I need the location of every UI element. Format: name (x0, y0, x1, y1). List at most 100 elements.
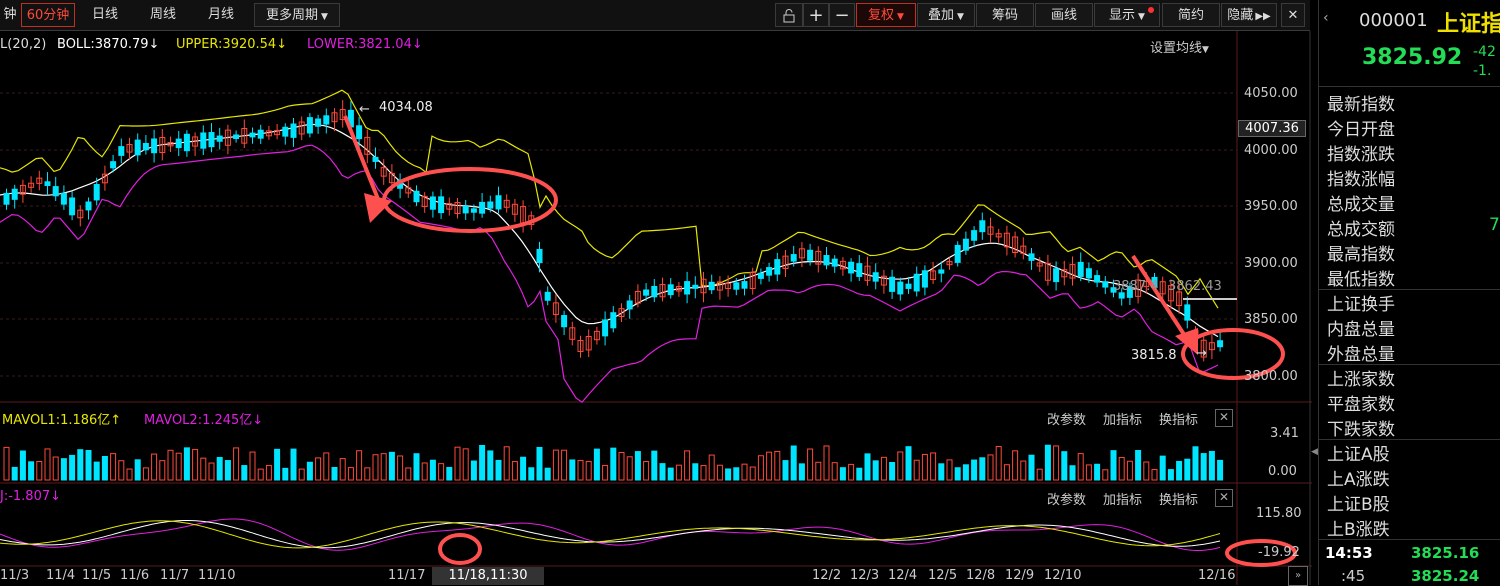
volume-bar (946, 459, 953, 481)
volume-bar (339, 458, 346, 481)
chart-toolbar: 钟 60分钟 日线 周线 月线 更多周期 ▼ + − 复权 ▼ 叠加 ▼ 筹码 画线 … (0, 0, 1310, 31)
compact-button[interactable]: 简约 (1162, 3, 1220, 27)
volume-bar (602, 464, 609, 481)
date-axis-label: 12/5 (928, 568, 958, 583)
mavol2-label: MAVOL2:1.245亿↓ (144, 413, 264, 428)
annotation-ellipse (1225, 539, 1297, 567)
candle-body (946, 261, 953, 266)
period-min-tab[interactable]: 钟 (3, 7, 17, 22)
collapse-button[interactable]: ✕ (1281, 3, 1305, 27)
candle-body (585, 336, 592, 351)
period-month-tab[interactable]: 月线 (207, 7, 234, 22)
candle-body (1003, 232, 1010, 248)
quote-divider (1318, 86, 1500, 87)
candle-body (962, 238, 969, 251)
annotation-ellipse (1181, 328, 1285, 380)
volume-bar (323, 452, 330, 481)
candle-body (1176, 291, 1183, 306)
volume-bar (101, 455, 108, 481)
candle-body (249, 132, 256, 138)
volume-bar (208, 462, 215, 481)
quote-field-label: 上证A股 (1327, 445, 1390, 465)
display-dropdown[interactable]: 显示 ▼ (1094, 3, 1160, 27)
volume-bar (1184, 458, 1191, 481)
volume-bar (577, 459, 584, 481)
volume-bar (134, 459, 141, 481)
candle-body (454, 202, 461, 214)
volume-bar (774, 450, 781, 481)
overlay-dropdown[interactable]: 叠加 ▼ (917, 3, 975, 27)
zoom-in-button[interactable]: + (803, 3, 829, 27)
candle-body (733, 282, 740, 290)
period-week-tab[interactable]: 周线 (149, 7, 176, 22)
scroll-right-button[interactable]: » (1288, 566, 1308, 586)
candle-body (134, 139, 141, 156)
candle-body (421, 195, 428, 208)
volume-switch-indicator-button[interactable]: 换指标 (1159, 413, 1199, 428)
close-icon: ✕ (1218, 410, 1230, 424)
index-change: -42 (1473, 44, 1496, 60)
set-ma-button[interactable]: 设置均线▼ (1150, 41, 1209, 56)
zoom-out-button[interactable]: − (829, 3, 855, 27)
annotation-arrow-line (1131, 254, 1187, 338)
osc-edit-params-button[interactable]: 改参数 (1047, 493, 1087, 508)
volume-bar (167, 449, 174, 481)
volume-bar (1028, 454, 1035, 481)
chevron-left-icon[interactable]: ‹ (1323, 10, 1329, 26)
volume-bar (224, 460, 231, 481)
candle-body (930, 270, 937, 281)
volume-bar (315, 457, 322, 481)
osc-add-indicator-button[interactable]: 加指标 (1103, 493, 1143, 508)
quote-divider (1318, 439, 1500, 440)
volume-bar (962, 464, 969, 481)
quote-field-label: 平盘家数 (1327, 395, 1395, 415)
draw-line-button[interactable]: 画线 (1035, 3, 1093, 27)
lock-button[interactable] (775, 3, 803, 27)
volume-bar (1176, 460, 1183, 481)
candle-body (766, 267, 773, 276)
side-collapse-handle[interactable]: ◀ (1311, 440, 1318, 464)
volume-bar (667, 467, 674, 481)
adjust-rights-dropdown[interactable]: 复权 ▼ (856, 3, 916, 27)
volume-bar (142, 467, 149, 481)
quote-field-value: 7 (1489, 215, 1500, 235)
volume-add-indicator-button[interactable]: 加指标 (1103, 413, 1143, 428)
candle-body (3, 192, 10, 205)
candle-body (856, 263, 863, 277)
period-day-tab[interactable]: 日线 (91, 7, 118, 22)
quote-field-label: 上涨家数 (1327, 370, 1395, 390)
volume-close-button[interactable]: ✕ (1215, 409, 1233, 427)
candle-body (995, 233, 1002, 238)
tick-time: 14:53 (1325, 544, 1373, 562)
volume-bar (438, 463, 445, 481)
volume-bar (1135, 450, 1142, 481)
hide-button[interactable]: 隐藏 ▶▶ (1221, 3, 1277, 27)
chips-button[interactable]: 筹码 (976, 3, 1034, 27)
candle-body (880, 275, 887, 286)
volume-edit-params-button[interactable]: 改参数 (1047, 413, 1087, 428)
osc-close-button[interactable]: ✕ (1215, 489, 1233, 507)
candle-body (331, 112, 338, 123)
chevron-down-icon: ▼ (1202, 45, 1209, 55)
date-axis-label: 11/3 (0, 568, 30, 583)
annotation-ellipse (382, 167, 558, 233)
volume-bar (831, 462, 838, 481)
volume-bar (1085, 464, 1092, 481)
candle-body (274, 129, 281, 136)
candle-body (979, 220, 986, 233)
mid-price-label: 3887.4 (1113, 279, 1159, 294)
more-periods-dropdown[interactable]: 更多周期 ▼ (254, 3, 340, 27)
tick-price: 3825.16 (1411, 544, 1480, 562)
candle-body (634, 290, 641, 304)
date-axis-label: 11/7 (160, 568, 190, 583)
kline-chart[interactable]: ← → (0, 31, 1312, 585)
volume-bar (151, 453, 158, 481)
volume-bars (3, 444, 1224, 481)
osc-switch-indicator-button[interactable]: 换指标 (1159, 493, 1199, 508)
candle-body (1069, 264, 1076, 279)
period-60min-tab[interactable]: 60分钟 (21, 3, 75, 27)
down-arrow-icon: ↓ (148, 37, 160, 52)
volume-bar (60, 458, 67, 481)
candle-body (716, 281, 723, 291)
candle-body (1118, 292, 1125, 299)
